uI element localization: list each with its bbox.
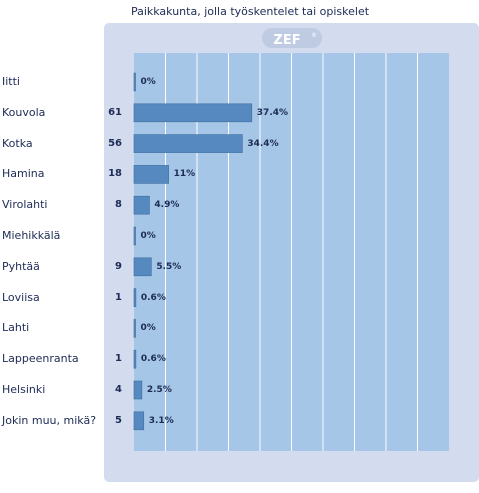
count-label: 8 — [115, 199, 122, 211]
bar — [133, 134, 243, 153]
category-label: Helsinki — [2, 383, 46, 396]
value-label: 0.6% — [140, 354, 166, 365]
count-label: 18 — [108, 168, 122, 180]
bar — [133, 411, 145, 431]
count-label: 61 — [108, 106, 122, 118]
count-label: 56 — [108, 137, 122, 149]
category-label: Pyhtää — [2, 259, 40, 273]
bar — [133, 226, 136, 246]
bar — [133, 349, 137, 369]
count-label: 1 — [115, 291, 122, 303]
zef-logo-registered-mark: ® — [311, 32, 317, 39]
chart-title: Paikkakunta, jolla työskentelet tai opis… — [130, 5, 370, 18]
bar — [133, 72, 136, 92]
count-label: 5 — [115, 414, 122, 426]
bar — [133, 257, 152, 277]
value-label: 0% — [140, 231, 156, 241]
category-label: Virolahti — [2, 198, 48, 212]
category-label: Jokin muu, mikä? — [2, 413, 97, 427]
bar — [133, 103, 253, 123]
count-label: 9 — [115, 260, 122, 272]
value-label: 11% — [173, 169, 196, 180]
value-label: 37.4% — [256, 107, 289, 118]
value-label: 34.4% — [247, 138, 279, 149]
category-label: Kouvola — [2, 105, 46, 119]
category-label: Loviisa — [2, 290, 40, 304]
category-label: Lappeenranta — [2, 352, 79, 366]
count-label: 1 — [115, 353, 122, 365]
category-label: Lahti — [2, 321, 30, 335]
value-label: 4.9% — [154, 200, 180, 211]
count-label: 4 — [115, 384, 122, 395]
value-label: 2.5% — [146, 385, 172, 395]
category-label: Kotka — [2, 136, 33, 150]
bar — [133, 165, 169, 184]
value-label: 0% — [140, 77, 156, 87]
value-label: 3.1% — [148, 415, 174, 426]
category-label: Iitti — [2, 75, 20, 88]
bar — [133, 195, 150, 215]
value-label: 5.5% — [156, 261, 182, 272]
bars — [133, 72, 253, 431]
value-label: 0.6% — [140, 292, 166, 303]
bar — [133, 380, 143, 400]
zef-logo-text: ZEF — [273, 33, 300, 48]
bar — [133, 319, 136, 338]
category-label: Miehikkälä — [2, 229, 61, 242]
zef-logo: ZEF ® — [262, 28, 322, 48]
zef-logo-pill — [262, 28, 322, 48]
category-label: Hamina — [2, 167, 45, 181]
bar — [133, 288, 137, 307]
value-label: 0% — [140, 323, 156, 334]
